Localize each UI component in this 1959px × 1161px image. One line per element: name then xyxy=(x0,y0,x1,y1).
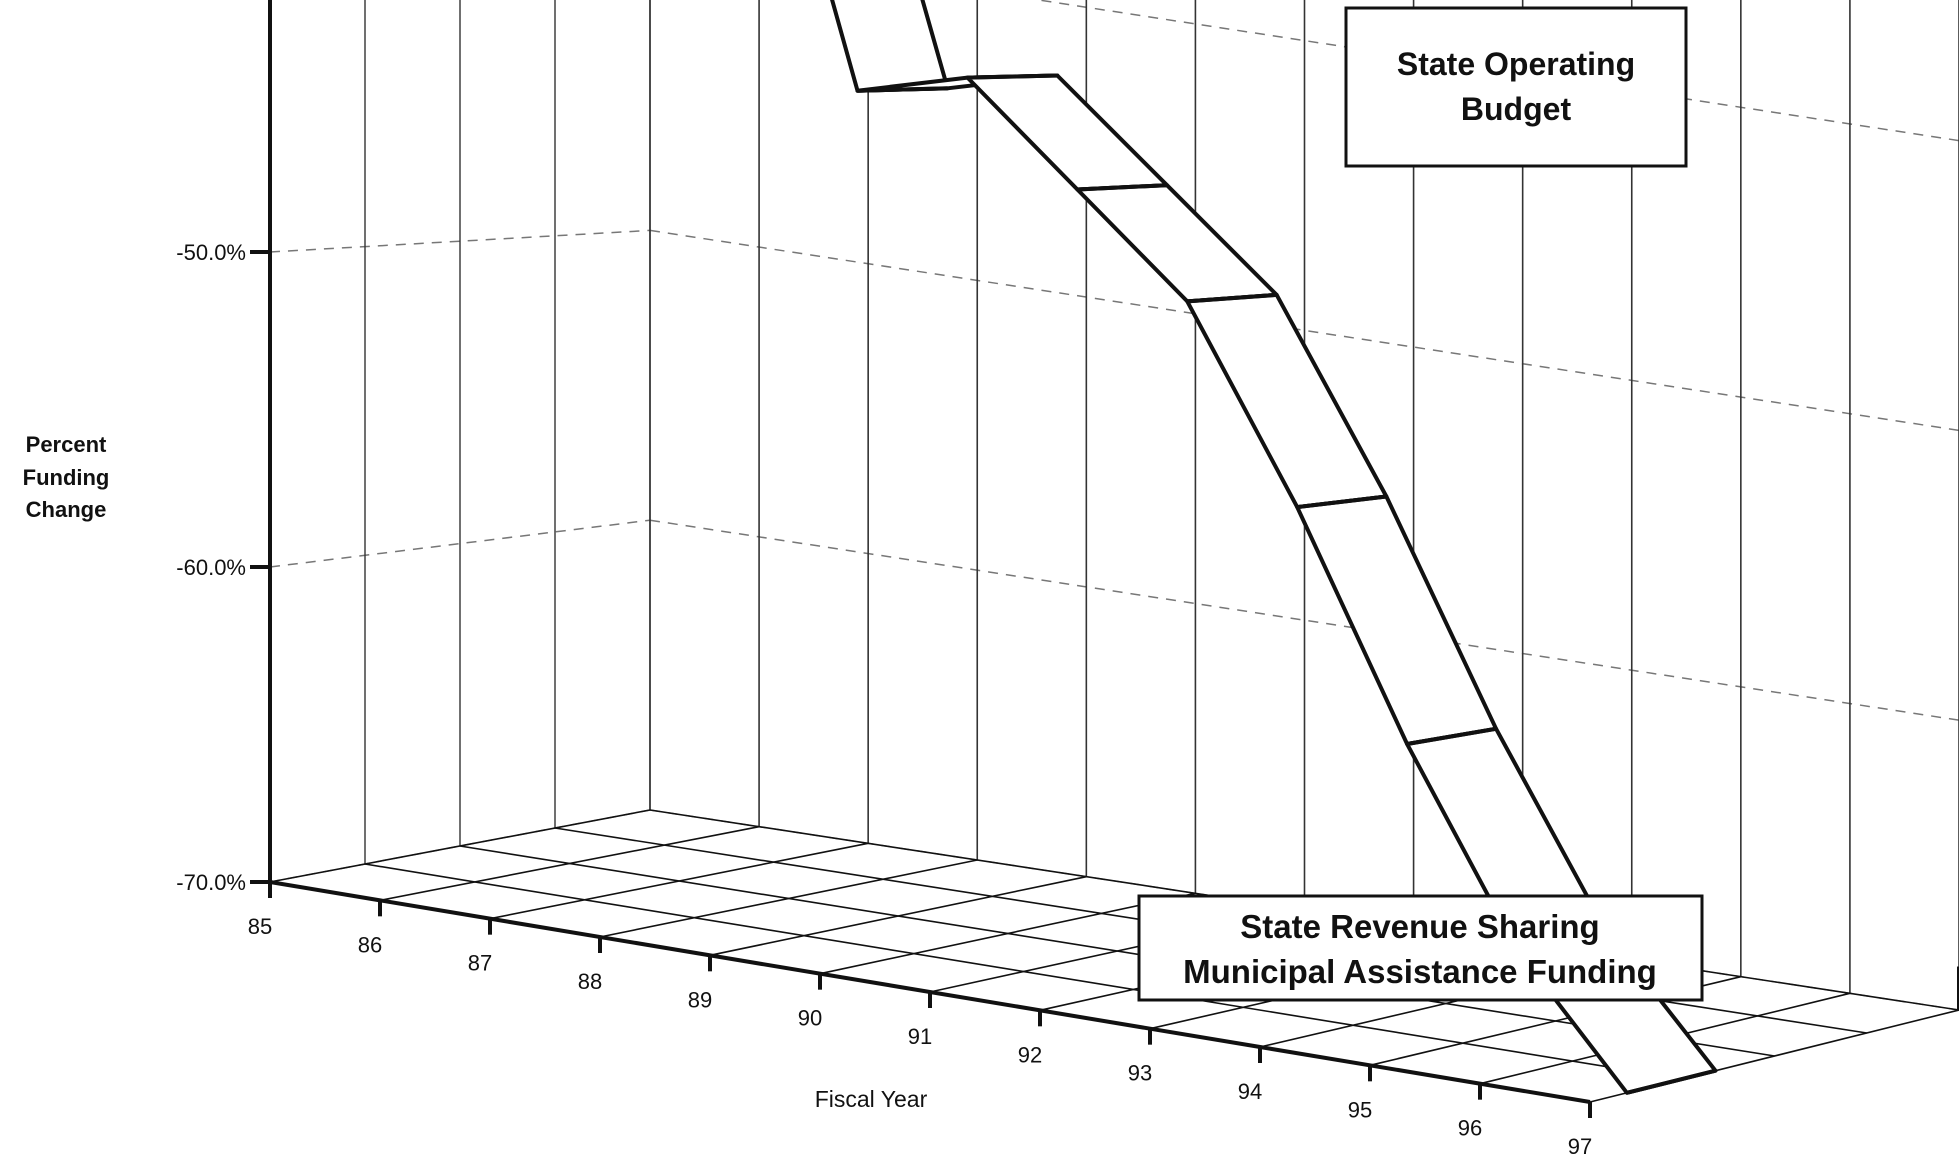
x-tick-label-0: 85 xyxy=(248,914,272,939)
ribbon-rev-point-6 xyxy=(967,73,1058,80)
floor-line-cat-5 xyxy=(819,892,1196,975)
y-axis-label-line-3: Change xyxy=(26,497,107,522)
x-tick-label-4: 89 xyxy=(688,987,712,1012)
floor-line-cat-3 xyxy=(599,859,978,938)
ribbon-rev-point-12 xyxy=(1626,1068,1716,1095)
ribbon-rev-point-7 xyxy=(1077,183,1168,192)
ribbon-rev-point-10 xyxy=(1406,726,1497,746)
ribbon-rev-point-5 xyxy=(857,86,948,93)
y-axis-label-line-2: Funding xyxy=(23,465,110,490)
x-tick-label-5: 90 xyxy=(798,1006,822,1031)
x-tick-label-11: 96 xyxy=(1458,1116,1482,1141)
x-tick-label-10: 95 xyxy=(1348,1097,1372,1122)
floor-line-cat-0 xyxy=(269,809,651,883)
tick-labels: 20.0%10.0%0.0%-10.0%-20.0%-30.0%-40.0%-5… xyxy=(176,240,1592,1159)
callout-operating-box xyxy=(1344,6,1688,168)
callout-operating-line-1: State Operating xyxy=(1397,46,1635,82)
y-axis-label-line-1: Percent xyxy=(26,432,107,457)
callout-revenue-box xyxy=(1137,894,1704,1002)
y-tick-label-7: -50.0% xyxy=(176,240,246,265)
callout-revenue-line-1: State Revenue Sharing xyxy=(1240,908,1599,945)
y-tick-label-8: -60.0% xyxy=(176,555,246,580)
gridline-side-8 xyxy=(269,519,651,568)
ribbon-rev-segment-4 xyxy=(830,0,950,93)
floor-line-cat-1 xyxy=(379,825,760,902)
x-tick-label-6: 91 xyxy=(908,1024,932,1049)
x-tick-label-8: 93 xyxy=(1128,1061,1152,1086)
ribbon-rev-point-9 xyxy=(1296,494,1387,510)
floor-line-cat-2 xyxy=(489,842,869,920)
x-tick-label-7: 92 xyxy=(1018,1042,1042,1067)
axes xyxy=(250,0,1959,1118)
x-tick-label-12: 97 xyxy=(1568,1134,1592,1159)
x-tick-label-3: 88 xyxy=(578,969,602,994)
callout-revenue-line-2: Municipal Assistance Funding xyxy=(1183,953,1657,990)
ribbon-rev-segment-9 xyxy=(1295,494,1499,746)
x-tick-label-2: 87 xyxy=(468,951,492,976)
ribbon-rev-segment-8 xyxy=(1185,292,1389,510)
y-tick-label-9: -70.0% xyxy=(176,870,246,895)
x-tick-label-9: 94 xyxy=(1238,1079,1262,1104)
series-revenue-sharing xyxy=(830,0,1718,1095)
floor-line-cat-4 xyxy=(709,875,1087,957)
ribbon-rev-point-8 xyxy=(1187,292,1277,304)
ribbon-rev-segment-6 xyxy=(965,73,1169,192)
x-axis-label: Fiscal Year xyxy=(815,1086,928,1112)
gridline-side-7 xyxy=(269,229,651,253)
x-tick-label-1: 86 xyxy=(358,932,382,957)
callout-operating-line-2: Budget xyxy=(1461,91,1572,127)
ribbon-rev-segment-7 xyxy=(1075,183,1279,304)
